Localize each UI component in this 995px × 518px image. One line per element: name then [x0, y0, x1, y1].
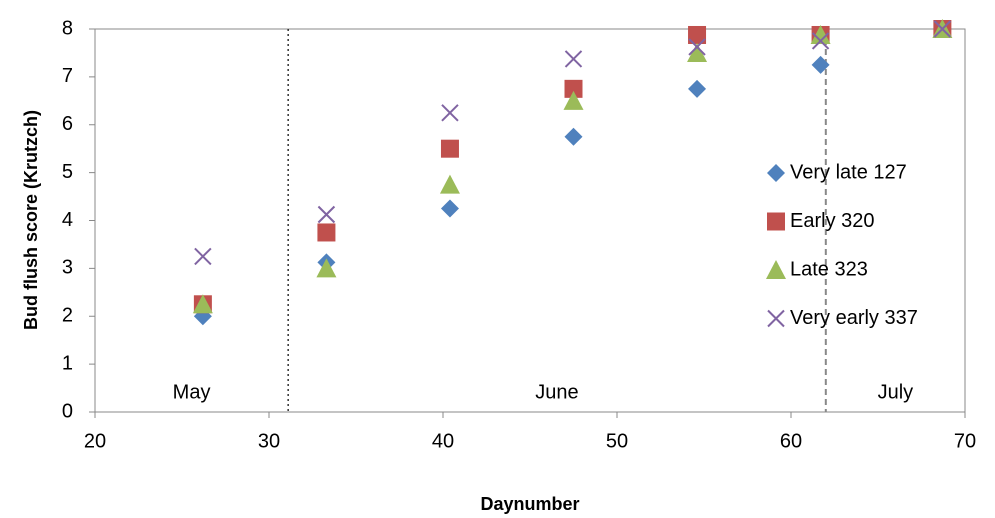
- y-tick-label: 5: [62, 161, 73, 183]
- y-tick-label: 2: [62, 305, 73, 327]
- x-tick-label: 60: [780, 430, 802, 452]
- x-tick-label: 50: [606, 430, 628, 452]
- point: [316, 258, 337, 278]
- x-tick-label: 40: [432, 430, 454, 452]
- point: [564, 127, 583, 146]
- point: [811, 55, 830, 74]
- y-axis-title: Bud flush score (Krutzch): [21, 110, 41, 330]
- point: [687, 42, 708, 62]
- point: [440, 199, 459, 218]
- point: [564, 50, 583, 68]
- y-tick-label: 0: [62, 400, 73, 422]
- legend-label: Late 323: [790, 258, 868, 280]
- y-tick-label: 7: [62, 65, 73, 87]
- x-tick-label: 30: [258, 430, 280, 452]
- point: [440, 139, 459, 158]
- month-label: June: [535, 381, 578, 403]
- month-label: May: [173, 381, 211, 403]
- point: [933, 20, 952, 38]
- y-tick-label: 8: [62, 17, 73, 39]
- point: [317, 223, 336, 242]
- point: [192, 294, 213, 314]
- y-tick-label: 6: [62, 113, 73, 135]
- point: [688, 25, 707, 44]
- x-tick-label: 70: [954, 430, 976, 452]
- point: [563, 90, 584, 110]
- point: [439, 174, 460, 194]
- y-tick-label: 4: [62, 209, 73, 231]
- y-tick-label: 1: [62, 352, 73, 374]
- legend-label: Early 320: [790, 210, 875, 232]
- point: [811, 32, 830, 50]
- point: [441, 104, 459, 122]
- point: [688, 79, 707, 98]
- point: [194, 247, 212, 266]
- y-tick-label: 3: [62, 257, 73, 279]
- legend-marker: [766, 260, 786, 279]
- legend-label: Very early 337: [790, 307, 918, 329]
- x-axis-title: Daynumber: [480, 494, 579, 514]
- point: [810, 24, 831, 44]
- legend-label: Very late 127: [790, 161, 907, 183]
- legend-marker: [767, 212, 785, 231]
- legend-marker: [767, 309, 785, 328]
- point: [317, 205, 336, 224]
- month-label: July: [878, 381, 914, 403]
- point: [564, 79, 583, 98]
- point: [688, 38, 706, 56]
- x-tick-label: 20: [84, 430, 106, 452]
- legend-marker: [767, 164, 785, 182]
